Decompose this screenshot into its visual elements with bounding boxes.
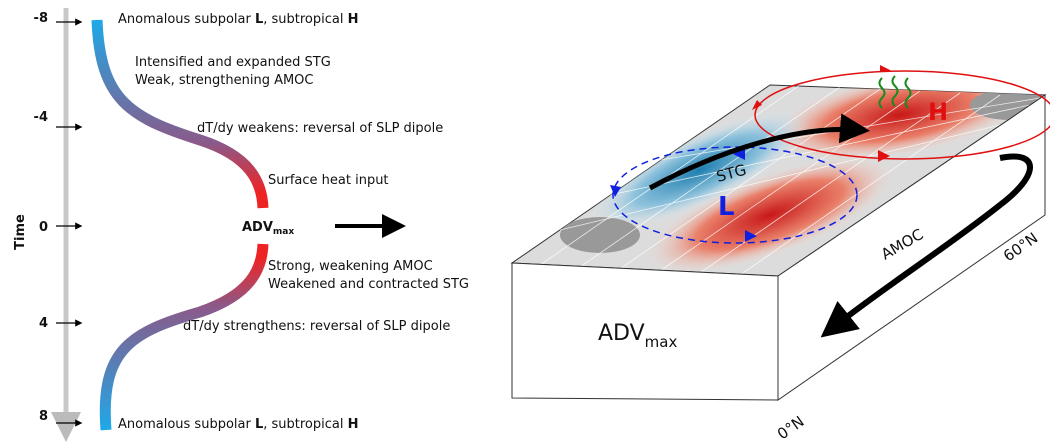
annotation: Weakened and contracted STG: [268, 277, 469, 292]
tick-label: 0: [39, 220, 48, 235]
axis-label: Time: [13, 214, 28, 250]
lat-label: 0°N: [774, 412, 807, 443]
text-part: L: [255, 417, 263, 432]
text-part: L: [255, 12, 263, 27]
annotation: Surface heat input: [268, 173, 389, 188]
annotation: Intensified and expanded STG: [135, 55, 331, 70]
heat-squiggles: [878, 75, 912, 109]
low-label: L: [718, 192, 735, 222]
text-part: , subtropical: [263, 417, 347, 432]
adv-label: ADVmax: [242, 220, 294, 237]
high-circulation: [754, 70, 1050, 160]
circulation-arrows: [752, 65, 892, 162]
annotation: Strong, weakening AMOC: [268, 259, 433, 274]
annotation: dT/dy strengthens: reversal of SLP dipol…: [183, 319, 450, 334]
tick-label: -8: [34, 11, 48, 26]
text-part: Anomalous subpolar: [118, 417, 255, 432]
text-part: H: [348, 12, 359, 27]
box-front: [511, 262, 779, 401]
text-part: ADV: [242, 220, 273, 235]
text-part: , subtropical: [263, 12, 347, 27]
time-axis: Time -8 -4 0 4 8: [13, 8, 83, 442]
timeline-curve: [91, 19, 269, 431]
tick-label: -4: [34, 110, 48, 125]
annotation: Weak, strengthening AMOC: [135, 73, 314, 88]
amoc-arrow: [820, 153, 1033, 338]
tick-arrows: [56, 18, 83, 427]
tick-label: 8: [39, 409, 48, 424]
annotation: Anomalous subpolar L, subtropical H: [118, 12, 359, 27]
tick-label: 4: [39, 316, 48, 331]
annotation: Anomalous subpolar L, subtropical H: [118, 417, 359, 432]
low-circulation: [612, 146, 858, 244]
text-part: max: [273, 227, 294, 237]
adv-box-label: ADVmax: [598, 321, 677, 351]
text-part: H: [348, 417, 359, 432]
text-part: max: [645, 333, 678, 351]
text-part: ADV: [598, 321, 645, 346]
stg-arrow: [648, 113, 870, 191]
high-label: H: [928, 98, 948, 126]
circulation-arrows: [610, 148, 757, 242]
annotation: dT/dy weakens: reversal of SLP dipole: [197, 121, 443, 136]
text-part: Anomalous subpolar: [118, 12, 255, 27]
